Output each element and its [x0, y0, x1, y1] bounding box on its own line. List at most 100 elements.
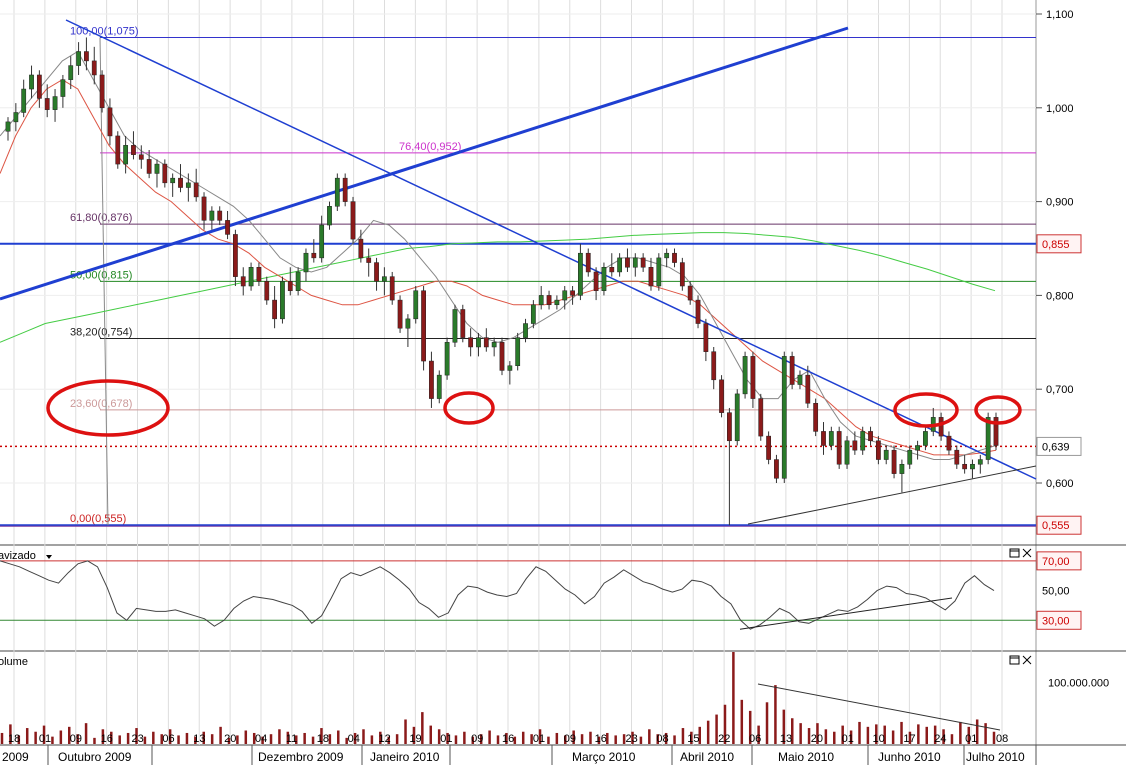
candle-body [530, 304, 536, 324]
maximize-icon[interactable] [1009, 655, 1020, 665]
fib-level-label: 100,00(1,075) [70, 25, 139, 37]
highlight-circle [893, 392, 959, 428]
candle-body [209, 210, 215, 221]
time-axis: 18 01 09 16 23 06 13 20 04 11 18 04 12 19 01 09 16 01 09 16… [0, 733, 1037, 765]
day-tick-label: 11 [286, 733, 297, 745]
candle-body [805, 374, 811, 404]
volume-trend-line [757, 683, 1001, 731]
price-tick-label: 1,000 [1046, 103, 1074, 115]
day-tick-label: 23 [132, 733, 144, 745]
dropdown-arrow-icon[interactable] [46, 555, 52, 559]
day-tick-label: 16 [595, 733, 607, 745]
day-tick-label: 09 [471, 733, 483, 745]
day-tick-label: 23 [626, 733, 638, 745]
candle-body [883, 449, 889, 460]
candle-body [570, 290, 575, 296]
candle-body [13, 112, 19, 123]
volume-panel: 100.000.000 [0, 652, 1109, 744]
candle-body [452, 309, 458, 343]
candle-body [750, 356, 756, 399]
maximize-icon[interactable] [1009, 548, 1020, 558]
candle-body [578, 252, 583, 296]
candle-body [170, 177, 176, 184]
candle-body [946, 435, 952, 451]
candle-body [476, 337, 481, 348]
candle-body [672, 252, 677, 263]
month-label: Junho 2010 [878, 750, 941, 764]
price-label-box [1036, 436, 1082, 456]
day-tick-label: 12 [379, 733, 391, 745]
candle-body [303, 252, 309, 273]
price-label-text: 0,555 [1042, 520, 1070, 532]
day-tick-label: 08 [996, 733, 1008, 745]
candle-body [29, 74, 34, 90]
candle-body [76, 51, 81, 66]
candle-body [852, 440, 858, 451]
candle-body [115, 135, 121, 165]
candle-body [679, 262, 685, 287]
day-tick-label: 09 [70, 733, 82, 745]
day-tick-label: 18 [8, 733, 20, 745]
month-label: Julho 2010 [966, 750, 1025, 764]
day-tick-label: 18 [317, 733, 329, 745]
candle-body [436, 374, 442, 399]
oscillator-trend-line [739, 597, 953, 630]
day-tick-label: 13 [193, 733, 205, 745]
highlight-circle [46, 379, 170, 437]
candle-body [938, 417, 944, 437]
candle-body [381, 276, 387, 282]
candle-body [538, 295, 544, 306]
trend-lines [0, 19, 1037, 525]
candle-body [742, 356, 748, 395]
candle-body [923, 431, 928, 446]
candle-body [499, 342, 505, 371]
day-tick-label: 01 [533, 733, 545, 745]
candle-body [225, 220, 230, 235]
downtrend-line [65, 19, 1037, 480]
candle-body [444, 342, 450, 376]
month-label: Janeiro 2010 [370, 750, 440, 764]
candle-body [993, 417, 999, 446]
candle-body [240, 276, 246, 287]
volume-panel-title: olume [0, 656, 28, 668]
price-tick-label: 0,900 [1046, 197, 1074, 209]
price-label-box [1036, 515, 1082, 535]
price-tick-label: 0,600 [1046, 478, 1074, 490]
price-tick-label: 0,800 [1046, 290, 1074, 302]
day-tick-label: 17 [903, 733, 915, 745]
day-tick-label: 01 [440, 733, 452, 745]
candle-body [860, 431, 866, 451]
day-tick-label: 04 [255, 733, 267, 745]
candle-body [193, 182, 199, 198]
fib-level-label: 76,40(0,952) [399, 141, 461, 153]
candle-body [201, 196, 207, 221]
month-label: Dezembro 2009 [258, 750, 344, 764]
highlight-circle [443, 391, 495, 425]
candle-body [185, 182, 191, 188]
support-trend-line [747, 465, 1037, 525]
candle-body [21, 88, 27, 113]
candle-body [178, 177, 183, 188]
oscillator-tick-label: 50,00 [1042, 586, 1070, 598]
candle-body [44, 98, 50, 110]
day-tick-label: 06 [162, 733, 174, 745]
oscillator-label-box [1036, 551, 1082, 571]
fib-anchor-line [99, 37, 109, 526]
candle-body [891, 449, 897, 474]
candle-body [272, 299, 277, 320]
candle-body [162, 163, 168, 184]
day-tick-label: 10 [873, 733, 885, 745]
close-icon[interactable] [1022, 655, 1032, 665]
candle-body [821, 431, 826, 446]
candle-body [907, 449, 913, 465]
candle-body [397, 299, 403, 329]
candle-body [287, 281, 293, 291]
close-icon[interactable] [1022, 548, 1032, 558]
oscillator-label-box [1036, 610, 1082, 630]
volume-tick-label: 100.000.000 [1048, 678, 1109, 690]
fib-level-label: 38,20(0,754) [70, 327, 132, 339]
candle-body [107, 107, 113, 137]
candle-body [632, 257, 638, 268]
month-label: Maio 2010 [778, 750, 834, 764]
candle-body [311, 252, 317, 259]
